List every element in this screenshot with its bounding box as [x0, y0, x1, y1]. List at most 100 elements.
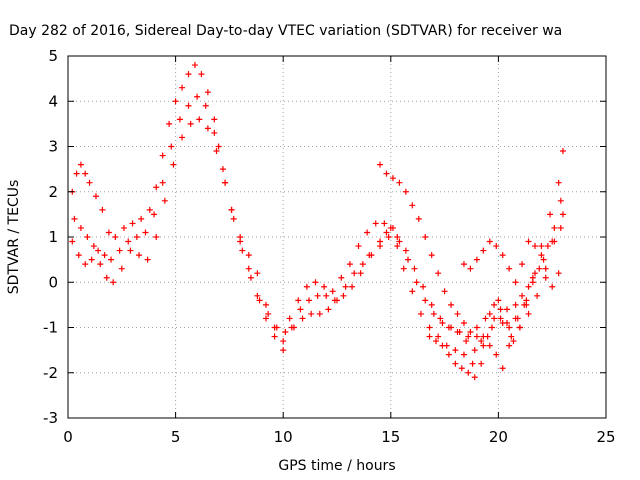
- data-point-marker: [499, 365, 506, 372]
- data-point-marker: [108, 256, 115, 263]
- data-point-marker: [445, 351, 452, 358]
- data-point-marker: [385, 234, 392, 240]
- data-point-marker: [471, 347, 478, 354]
- data-point-marker: [504, 319, 511, 326]
- data-point-marker: [460, 319, 467, 326]
- data-point-marker: [346, 261, 353, 268]
- data-point-marker: [512, 301, 519, 308]
- data-point-marker: [422, 297, 429, 304]
- data-point-marker: [213, 148, 220, 155]
- data-point-marker: [506, 265, 513, 272]
- data-point-marker: [497, 306, 504, 313]
- data-point-marker: [452, 360, 459, 367]
- data-point-marker: [460, 351, 467, 358]
- series-6-markers: [460, 238, 532, 299]
- data-point-marker: [405, 256, 412, 263]
- data-point-marker: [219, 166, 226, 173]
- data-point-marker: [559, 148, 566, 155]
- data-point-marker: [519, 261, 526, 268]
- data-point-marker: [230, 215, 237, 222]
- data-point-marker: [82, 170, 89, 177]
- data-point-marker: [417, 310, 424, 317]
- data-point-marker: [383, 229, 390, 236]
- data-point-marker: [323, 292, 330, 299]
- data-point-marker: [409, 202, 416, 209]
- data-point-marker: [389, 224, 396, 231]
- data-point-marker: [334, 297, 340, 304]
- data-point-marker: [426, 324, 433, 331]
- data-point-marker: [280, 347, 287, 354]
- data-point-marker: [409, 288, 416, 295]
- data-point-marker: [170, 161, 177, 168]
- chart-title: Day 282 of 2016, Sidereal Day-to-day VTE…: [9, 23, 562, 39]
- data-point-marker: [355, 243, 362, 250]
- data-point-marker: [146, 206, 153, 213]
- data-point-marker: [538, 252, 545, 259]
- data-point-marker: [471, 374, 478, 381]
- data-point-marker: [525, 310, 532, 317]
- data-point-marker: [191, 62, 198, 69]
- data-point-marker: [144, 256, 151, 263]
- data-point-marker: [329, 288, 336, 295]
- data-point-marker: [112, 234, 119, 240]
- data-point-marker: [448, 301, 455, 308]
- data-point-marker: [478, 338, 485, 345]
- data-point-marker: [473, 333, 480, 340]
- data-point-marker: [488, 324, 495, 331]
- series-5-markers: [426, 265, 562, 381]
- data-point-marker: [499, 252, 506, 259]
- data-point-marker: [557, 224, 564, 231]
- data-point-marker: [280, 338, 287, 345]
- data-point-marker: [222, 179, 229, 186]
- data-point-marker: [239, 247, 246, 254]
- data-point-marker: [377, 243, 384, 250]
- data-point-marker: [458, 365, 465, 372]
- data-point-marker: [473, 256, 480, 263]
- data-point-marker: [540, 256, 547, 263]
- data-point-marker: [445, 324, 452, 331]
- data-point-marker: [377, 161, 384, 168]
- y-tick-label: 4: [48, 92, 58, 110]
- data-point-marker: [465, 333, 472, 340]
- data-point-marker: [321, 283, 328, 290]
- data-point-marker: [342, 283, 349, 290]
- data-point-marker: [73, 170, 80, 177]
- data-point-marker: [557, 197, 564, 204]
- data-point-marker: [254, 270, 261, 277]
- data-point-marker: [506, 342, 513, 349]
- x-tick-label: 10: [274, 428, 293, 446]
- data-point-marker: [463, 338, 470, 345]
- data-point-marker: [551, 224, 558, 231]
- data-point-marker: [118, 265, 125, 272]
- data-point-marker: [166, 120, 173, 127]
- data-point-marker: [435, 270, 442, 277]
- data-point-marker: [364, 229, 371, 236]
- data-point-marker: [452, 347, 459, 354]
- data-point-marker: [389, 175, 396, 182]
- data-point-marker: [559, 211, 566, 218]
- data-point-marker: [415, 215, 422, 222]
- x-tick-label: 20: [489, 428, 508, 446]
- data-point-marker: [127, 247, 134, 254]
- data-point-marker: [486, 310, 493, 317]
- data-point-marker: [538, 243, 545, 250]
- data-point-marker: [486, 342, 493, 349]
- data-point-marker: [432, 338, 439, 345]
- data-point-marker: [228, 206, 235, 213]
- data-point-marker: [420, 283, 427, 290]
- data-point-marker: [101, 252, 108, 259]
- data-point-marker: [71, 215, 78, 222]
- data-point-marker: [116, 247, 123, 254]
- data-point-marker: [194, 93, 201, 100]
- data-point-marker: [555, 179, 562, 186]
- data-point-marker: [465, 369, 472, 376]
- x-tick-label: 25: [596, 428, 615, 446]
- data-point-marker: [519, 292, 526, 299]
- data-point-marker: [460, 261, 467, 268]
- data-point-marker: [480, 342, 487, 349]
- data-point-marker: [77, 224, 84, 231]
- data-point-marker: [422, 234, 429, 240]
- data-point-marker: [138, 215, 145, 222]
- data-point-marker: [153, 184, 160, 191]
- data-point-marker: [491, 315, 498, 322]
